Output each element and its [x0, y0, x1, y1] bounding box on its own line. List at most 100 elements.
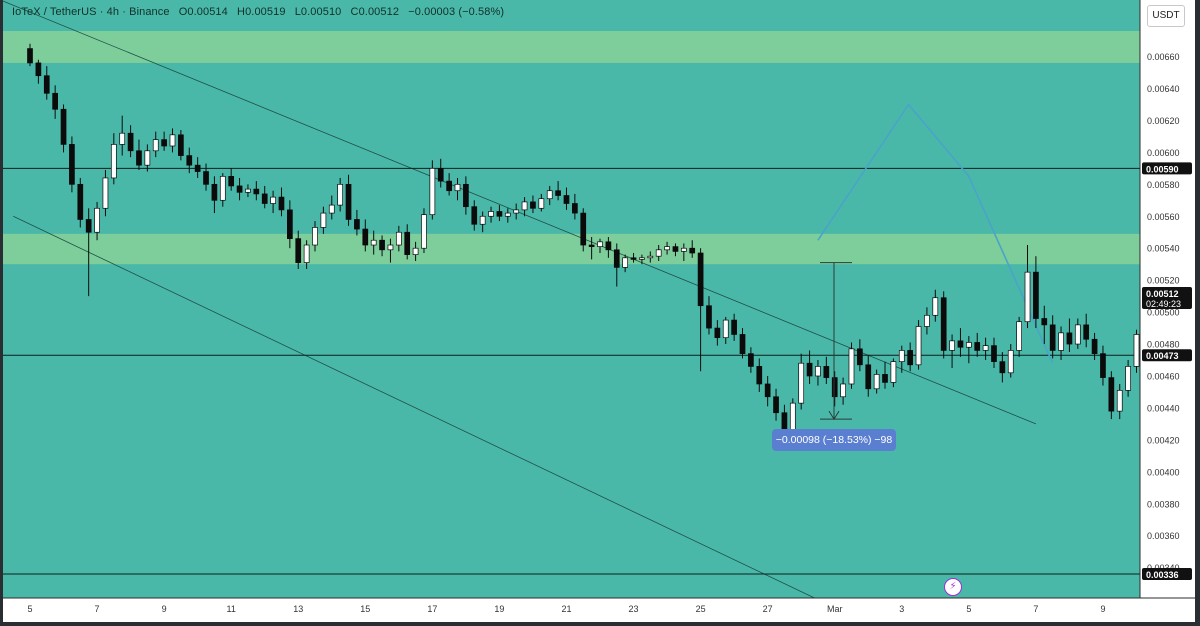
y-tick-label: 0.00360	[1147, 531, 1180, 541]
y-tick-label: 0.00640	[1147, 84, 1180, 94]
candle-body	[127, 132, 134, 152]
candle-body	[898, 350, 905, 362]
x-tick-label: 9	[162, 604, 167, 614]
candle-body	[647, 255, 654, 259]
candle-body	[731, 319, 737, 335]
candle-body	[857, 348, 863, 366]
x-tick-label: 13	[293, 604, 303, 614]
candle-body	[890, 361, 897, 383]
candle-body	[815, 366, 821, 377]
time-axis	[3, 598, 1195, 622]
candle-body	[270, 196, 276, 204]
candle-body	[194, 164, 201, 172]
candle-body	[228, 175, 235, 187]
candle-body	[1100, 353, 1106, 378]
candle-body	[597, 241, 603, 247]
candle-body	[186, 155, 193, 166]
candle-body	[563, 195, 570, 204]
y-tick-label: 0.00440	[1147, 403, 1180, 413]
x-tick-label: 5	[966, 604, 971, 614]
candle-body	[580, 212, 587, 246]
candle-body	[35, 62, 42, 77]
candle-body	[178, 134, 184, 156]
candle-body	[287, 209, 293, 239]
candle-body	[748, 353, 754, 367]
candle-body	[764, 383, 771, 398]
candle-body	[245, 188, 251, 193]
x-tick-label: 15	[360, 604, 370, 614]
candle-body	[328, 204, 335, 214]
y-tick-label: 0.00480	[1147, 340, 1180, 350]
candle-body	[655, 249, 662, 257]
x-tick-label: 3	[899, 604, 904, 614]
candle-body	[840, 383, 846, 398]
candle-body	[379, 239, 385, 251]
y-tick-label: 0.00420	[1147, 435, 1180, 445]
candle-body	[43, 75, 50, 94]
candle-body	[429, 168, 436, 216]
price-tag-bottom-box	[1142, 568, 1192, 581]
x-tick-label: 27	[763, 604, 773, 614]
candle-body	[295, 238, 302, 263]
y-tick-label: 0.00580	[1147, 180, 1180, 190]
candle-body	[152, 139, 159, 152]
lightning-icon[interactable]: ⚡	[944, 578, 962, 596]
candle-body	[404, 231, 411, 255]
candle-body	[303, 244, 310, 263]
candle-body	[546, 190, 553, 200]
candle-body	[924, 314, 930, 327]
candle-body	[789, 402, 796, 433]
candle-body	[236, 185, 243, 193]
currency-button[interactable]: USDT	[1147, 5, 1185, 27]
candle-body	[60, 108, 67, 145]
y-tick-label: 0.00600	[1147, 148, 1180, 158]
legend-open: O0.00514	[178, 6, 228, 18]
candle-body	[639, 257, 645, 260]
candle-body	[354, 219, 360, 230]
candle-body	[538, 198, 545, 209]
candle-body	[454, 183, 461, 192]
price-tag-support-text: 0.00473	[1146, 351, 1179, 361]
price-tag-resistance-box	[1142, 162, 1192, 175]
candle-body	[337, 183, 344, 206]
candle-body	[211, 183, 218, 201]
candle-body	[144, 150, 151, 166]
legend-close: C0.00512	[350, 6, 400, 18]
candle-body	[421, 214, 427, 249]
x-tick-label: Mar	[827, 604, 843, 614]
y-tick-label: 0.00460	[1147, 371, 1180, 381]
candle-body	[278, 196, 285, 211]
candle-body	[387, 244, 394, 251]
price-axis	[1140, 0, 1195, 622]
candle-body	[203, 171, 209, 185]
candle-body	[1058, 332, 1064, 351]
candle-body	[1066, 332, 1073, 345]
chart-panel[interactable]: 0.00660 0.00640 0.00620 0.00600 0.00580 0.005…	[3, 0, 1195, 622]
candle-body	[169, 134, 176, 147]
candle-body	[1091, 338, 1098, 354]
chart-canvas[interactable]: 0.00660 0.00640 0.00620 0.00600 0.00580 0.005…	[3, 0, 1195, 622]
candle-body	[613, 249, 620, 268]
candle-body	[915, 326, 922, 366]
x-tick-label: 9	[1100, 604, 1105, 614]
candle-body	[119, 132, 126, 145]
y-tick-label: 0.00520	[1147, 276, 1180, 286]
candle-body	[831, 377, 838, 398]
candle-body	[706, 305, 712, 329]
candle-body	[412, 247, 419, 255]
candle-body	[882, 374, 888, 383]
candle-body	[949, 340, 955, 351]
candle-body	[1108, 377, 1115, 412]
y-tick-label: 0.00620	[1147, 116, 1180, 126]
candle-body	[697, 252, 704, 307]
candle-body	[496, 211, 503, 217]
candle-body	[756, 366, 763, 385]
candle-body	[672, 246, 679, 252]
candle-body	[999, 361, 1006, 374]
x-tick-label: 19	[494, 604, 504, 614]
candle-body	[85, 219, 92, 233]
price-tag-support-box	[1142, 349, 1192, 362]
supply-zone-0	[3, 31, 1140, 63]
candle-body	[940, 297, 947, 351]
y-tick-label: 0.00500	[1147, 308, 1180, 318]
